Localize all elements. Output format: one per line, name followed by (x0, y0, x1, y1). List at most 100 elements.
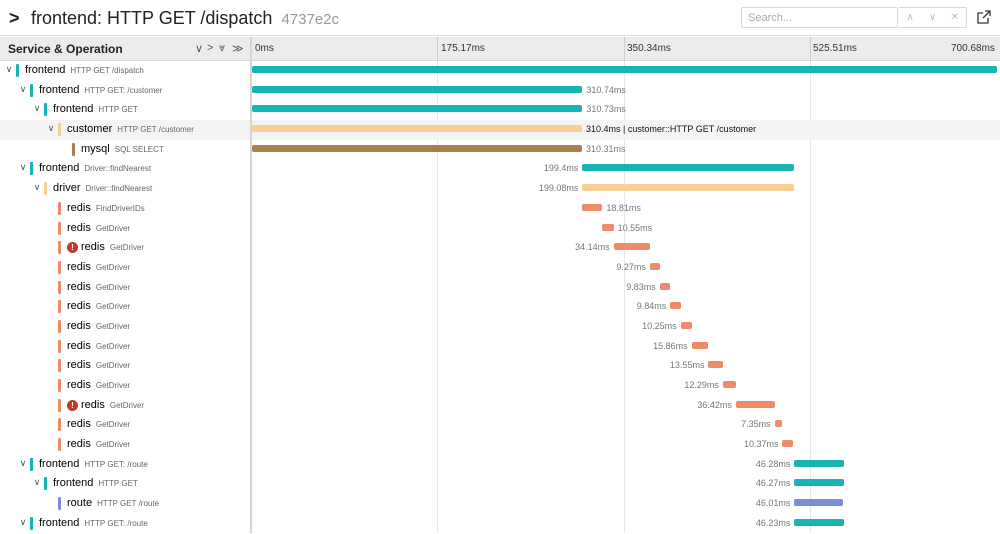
service-color-marker (72, 142, 75, 156)
span-row[interactable]: ∨ frontend HTTP GET 310.73ms (0, 100, 1000, 120)
span-name-cell[interactable]: ∨ customer HTTP GET /customer (0, 120, 250, 140)
span-name-cell[interactable]: redis FindDriverIDs (0, 199, 250, 219)
span-row[interactable]: redis GetDriver 9.83ms (0, 278, 1000, 298)
span-bar[interactable] (680, 321, 692, 329)
span-name-cell[interactable]: ! redis GetDriver (0, 238, 250, 258)
collapse-toggle-icon[interactable]: ∨ (19, 516, 27, 527)
span-bar[interactable] (659, 282, 671, 290)
collapse-toggle-icon[interactable]: ∨ (33, 477, 41, 488)
open-external-icon[interactable] (977, 10, 991, 24)
span-name-cell[interactable]: ∨ frontend HTTP GET (0, 474, 250, 494)
span-row[interactable]: ∨ frontend HTTP GET: /route 46.23ms (0, 514, 1000, 534)
span-name-cell[interactable]: ∨ frontend HTTP GET /dispatch (0, 61, 250, 81)
span-name-cell[interactable]: redis GetDriver (0, 258, 250, 278)
span-name-cell[interactable]: ∨ driver Driver::findNearest (0, 179, 250, 199)
span-name-cell[interactable]: redis GetDriver (0, 337, 250, 357)
span-row[interactable]: ∨ customer HTTP GET /customer 310.4ms | cus… (0, 120, 1000, 140)
span-bar[interactable] (794, 499, 844, 507)
span-name-cell[interactable]: ∨ frontend HTTP GET: /route (0, 455, 250, 475)
next-result-button[interactable]: ∨ (928, 12, 937, 23)
span-row[interactable]: redis GetDriver 9.84ms (0, 297, 1000, 317)
span-bar[interactable] (794, 518, 844, 526)
collapse-one-icon[interactable]: ∨ (195, 43, 204, 55)
span-bar[interactable] (252, 144, 582, 152)
span-row[interactable]: ∨ frontend Driver::findNearest 199.4ms (0, 159, 1000, 179)
clear-search-button[interactable]: ✕ (950, 12, 960, 23)
span-row[interactable]: ∨ frontend HTTP GET /dispatch (0, 61, 1000, 81)
span-name-cell[interactable]: ∨ frontend HTTP GET: /route (0, 514, 250, 534)
span-row[interactable]: redis GetDriver 13.55ms (0, 356, 1000, 376)
collapse-toggle-icon[interactable]: ∨ (5, 64, 13, 74)
span-bar[interactable] (794, 479, 844, 487)
prev-result-button[interactable]: ∧ (906, 12, 914, 23)
search-input[interactable] (748, 9, 888, 27)
span-name-cell[interactable]: redis GetDriver (0, 435, 250, 455)
span-bar[interactable] (782, 440, 794, 448)
collapse-all-icon[interactable]: ⩔ (219, 42, 226, 54)
expand-chevron-icon[interactable]: > (9, 8, 20, 28)
span-duration: 9.84ms (636, 301, 667, 312)
span-bar[interactable] (670, 302, 681, 310)
span-name-cell[interactable]: ∨ frontend HTTP GET (0, 100, 250, 120)
span-name-cell[interactable]: mysql SQL SELECT (0, 140, 250, 160)
span-name-cell[interactable]: ∨ frontend HTTP GET: /customer (0, 81, 250, 101)
span-bar[interactable] (602, 223, 614, 231)
span-row[interactable]: redis FindDriverIDs 18.81ms (0, 199, 1000, 219)
expand-one-icon[interactable]: > (207, 42, 214, 54)
span-bar[interactable] (252, 125, 583, 133)
span-row[interactable]: mysql SQL SELECT 310.31ms (0, 140, 1000, 160)
span-name-cell[interactable]: redis GetDriver (0, 376, 250, 396)
span-bar[interactable] (774, 420, 783, 428)
span-bar[interactable] (582, 164, 795, 172)
span-name-cell[interactable]: ! redis GetDriver (0, 396, 250, 416)
service-color-marker (58, 260, 61, 274)
span-row[interactable]: ! redis GetDriver 36.42ms (0, 396, 1000, 416)
span-row[interactable]: redis GetDriver 10.25ms (0, 317, 1000, 337)
span-row[interactable]: redis GetDriver 7.35ms (0, 415, 1000, 435)
span-name-cell[interactable]: ∨ frontend Driver::findNearest (0, 159, 250, 179)
collapse-toggle-icon[interactable]: ∨ (33, 103, 41, 114)
span-bar[interactable] (649, 262, 660, 270)
span-name-cell[interactable]: redis GetDriver (0, 219, 250, 239)
tick-label: 700.68ms (951, 43, 995, 54)
expand-all-icon[interactable]: ≫ (232, 43, 244, 55)
collapse-toggle-icon[interactable]: ∨ (19, 83, 27, 94)
span-bar[interactable] (735, 400, 775, 408)
collapse-toggle-icon[interactable]: ∨ (33, 182, 41, 193)
span-row[interactable]: ! redis GetDriver 34.14ms (0, 238, 1000, 258)
trace-name: frontend: HTTP GET /dispatch (31, 8, 273, 28)
span-name-cell[interactable]: redis GetDriver (0, 297, 250, 317)
span-bar[interactable] (582, 184, 795, 192)
span-bar[interactable] (252, 66, 997, 73)
span-name-cell[interactable]: route HTTP GET /route (0, 494, 250, 514)
span-name-cell[interactable]: redis GetDriver (0, 356, 250, 376)
collapse-toggle-icon[interactable]: ∨ (19, 457, 27, 468)
span-bar[interactable] (613, 243, 650, 251)
span-bar[interactable] (252, 85, 583, 93)
operation-name: GetDriver (95, 282, 131, 292)
span-bar[interactable] (582, 203, 603, 211)
span-bar[interactable] (722, 381, 736, 388)
span-bar[interactable] (691, 341, 709, 349)
span-bar[interactable] (708, 361, 723, 369)
span-row[interactable]: redis GetDriver 10.37ms (0, 435, 1000, 455)
column-divider[interactable] (250, 37, 252, 533)
span-name-cell[interactable]: redis GetDriver (0, 317, 250, 337)
span-bar[interactable] (252, 105, 583, 113)
span-row[interactable]: ∨ frontend HTTP GET: /route 46.28ms (0, 455, 1000, 475)
span-row[interactable]: route HTTP GET /route 46.01ms (0, 494, 1000, 514)
span-row[interactable]: ∨ frontend HTTP GET 46.27ms (0, 474, 1000, 494)
span-row[interactable]: ∨ driver Driver::findNearest 199.08ms (0, 179, 1000, 199)
span-name-cell[interactable]: redis GetDriver (0, 278, 250, 298)
span-row[interactable]: ∨ frontend HTTP GET: /customer 310.74ms (0, 81, 1000, 101)
span-bar[interactable] (794, 459, 844, 467)
span-name-cell[interactable]: redis GetDriver (0, 415, 250, 435)
span-row[interactable]: redis GetDriver 15.86ms (0, 337, 1000, 357)
collapse-toggle-icon[interactable]: ∨ (47, 123, 55, 134)
span-row[interactable]: redis GetDriver 9.27ms (0, 258, 1000, 278)
span-row[interactable]: redis GetDriver 10.55ms (0, 219, 1000, 239)
span-row[interactable]: redis GetDriver 12.29ms (0, 376, 1000, 396)
operation-name: GetDriver (95, 321, 131, 331)
collapse-toggle-icon[interactable]: ∨ (19, 162, 27, 173)
span-service: frontend Driver::findNearest (39, 162, 151, 174)
